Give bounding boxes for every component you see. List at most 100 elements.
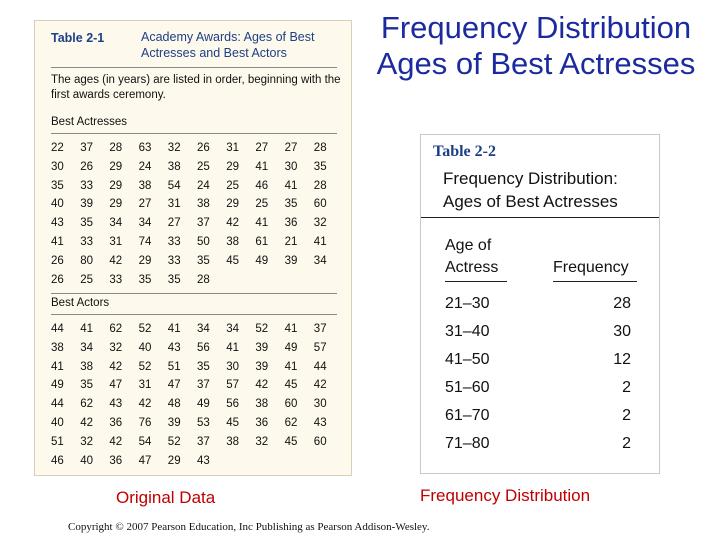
age-cell: 62 [80,398,93,411]
age-cell: 42 [255,379,269,392]
age-cell: 38 [51,341,64,354]
age-cell: 62 [284,416,298,429]
table-row: 41 33 31 74 33 50 38 61 21 41 [51,233,351,252]
age-cell: 41 [284,360,298,373]
frequency-cell: 2 [622,435,631,452]
age-cell: 35 [197,254,210,267]
age-cell: 43 [109,398,123,411]
age-cell: 34 [226,323,239,335]
age-cell: 52 [138,323,152,335]
frequency-cell: 28 [613,295,631,312]
age-cell: 32 [109,341,123,354]
age-cell: 25 [255,198,269,211]
age-cell: 31 [167,198,181,211]
age-cell: 27 [284,142,298,154]
age-cell: 38 [167,160,181,173]
age-cell: 24 [197,179,210,192]
age-cell: 39 [80,198,93,211]
age-cell: 29 [109,198,123,211]
divider [51,293,337,294]
age-cell: 26 [51,273,64,286]
age-cell: 43 [313,416,327,429]
age-cell: 44 [313,360,327,373]
age-cell: 37 [313,323,327,335]
age-cell: 33 [109,273,123,286]
divider [51,67,337,68]
table-row: 41 38 42 52 51 35 30 39 41 44 [51,358,351,377]
age-cell: 26 [51,254,64,267]
age-cell: 35 [284,198,298,211]
age-cell: 30 [284,160,298,173]
age-cell: 40 [51,198,64,211]
age-cell: 43 [167,341,181,354]
age-cell: 34 [313,254,327,267]
age-cell: 38 [226,435,239,448]
table-row: 61–70 2 [445,407,631,435]
age-cell: 41 [51,235,64,248]
age-cell: 37 [80,142,93,154]
age-cell: 47 [138,454,152,467]
class-column-header: Age of Actress [445,235,498,279]
table-2-1-description: The ages (in years) are listed in order,… [51,74,341,101]
age-cell: 21 [284,235,298,248]
age-cell: 26 [80,160,93,173]
age-cell: 48 [167,398,181,411]
age-cell: 57 [226,379,239,392]
age-cell: 32 [80,435,93,448]
age-cell: 30 [226,360,239,373]
age-cell: 37 [197,217,210,230]
age-cell: 33 [80,179,93,192]
frequency-column-header: Frequency [553,259,629,276]
divider [421,217,659,218]
age-cell: 52 [138,360,152,373]
class-cell: 71–80 [445,435,490,452]
age-cell: 25 [226,179,239,192]
age-cell: 42 [226,217,239,230]
age-cell: 29 [226,198,239,211]
age-cell: 36 [284,217,298,230]
age-cell: 45 [226,254,239,267]
table-row: 44 41 62 52 41 34 34 52 41 37 [51,320,351,339]
age-cell: 33 [167,235,181,248]
age-cell: 24 [138,160,152,173]
age-cell: 29 [167,454,181,467]
frequency-cell: 12 [613,351,631,368]
age-cell: 39 [167,416,181,429]
age-cell: 62 [109,323,123,335]
age-cell: 28 [109,142,123,154]
age-cell: 28 [197,273,210,286]
age-cell: 27 [255,142,269,154]
age-cell: 42 [80,416,93,429]
age-cell: 40 [51,416,64,429]
table-2-1-panel: Table 2-1 Academy Awards: Ages of Best A… [34,20,352,476]
header-underline [553,281,637,282]
divider [51,133,337,134]
age-cell: 28 [313,179,327,192]
age-cell: 54 [138,435,152,448]
age-cell: 29 [226,160,239,173]
age-cell: 29 [109,179,123,192]
table-row: 40 39 29 27 31 38 29 25 35 60 [51,195,351,214]
frequency-cell: 2 [622,407,631,424]
age-cell: 41 [313,235,327,248]
age-cell: 29 [138,254,152,267]
age-cell: 38 [255,398,269,411]
age-cell: 29 [109,160,123,173]
frequency-cell: 30 [613,323,631,340]
age-cell: 36 [109,454,123,467]
age-cell: 33 [167,254,181,267]
age-cell: 37 [197,379,210,392]
age-cell: 54 [167,179,181,192]
age-cell: 45 [284,379,298,392]
age-cell: 31 [226,142,239,154]
age-cell: 56 [197,341,210,354]
age-cell: 76 [138,416,152,429]
age-cell: 42 [313,379,327,392]
age-cell: 28 [313,142,327,154]
age-cell: 35 [138,273,152,286]
age-cell: 61 [255,235,269,248]
frequency-cell: 2 [622,379,631,396]
best-actresses-label: Best Actresses [51,116,128,128]
age-cell: 42 [138,398,152,411]
class-cell: 41–50 [445,351,490,368]
